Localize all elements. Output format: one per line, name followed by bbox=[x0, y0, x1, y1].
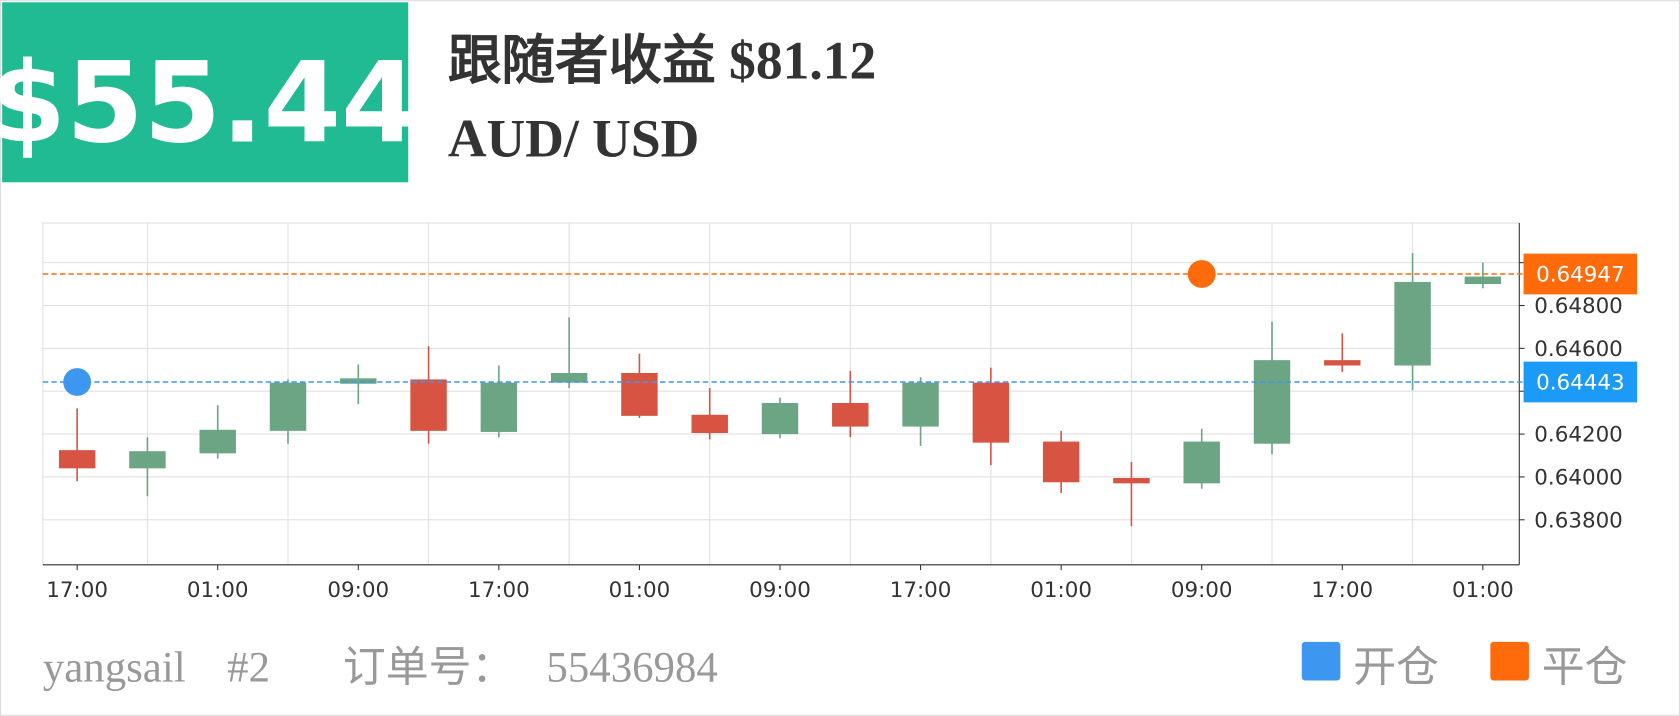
y-tick-label: 0.64200 bbox=[1534, 423, 1623, 448]
candle-body bbox=[1324, 360, 1361, 366]
x-tick-label: 01:00 bbox=[609, 578, 671, 603]
symbol: AUD/ USD bbox=[448, 109, 699, 169]
trade-marker bbox=[1187, 260, 1216, 288]
x-tick-label: 01:00 bbox=[1452, 578, 1514, 603]
candle-body bbox=[129, 451, 166, 469]
candle-body bbox=[1042, 441, 1080, 483]
level-label: 0.64443 bbox=[1536, 371, 1625, 396]
candle-body bbox=[621, 373, 658, 416]
candle-body bbox=[1394, 281, 1431, 366]
candle-body bbox=[972, 382, 1010, 443]
username: yangsail bbox=[43, 645, 186, 692]
x-tick-label: 17:00 bbox=[46, 578, 108, 603]
y-tick-label: 0.64000 bbox=[1534, 465, 1623, 490]
level-label-box bbox=[1523, 361, 1638, 403]
candle-body bbox=[1253, 360, 1291, 444]
level-label: 0.64947 bbox=[1536, 263, 1625, 288]
x-tick-label: 17:00 bbox=[1311, 578, 1373, 603]
candle-body bbox=[832, 403, 869, 427]
trade-marker bbox=[63, 368, 92, 396]
x-tick-label: 01:00 bbox=[1030, 578, 1092, 603]
candle-body bbox=[902, 382, 939, 427]
legend-swatch bbox=[1490, 641, 1529, 681]
x-tick-label: 09:00 bbox=[749, 578, 811, 603]
candle-body bbox=[1464, 276, 1502, 285]
y-tick-label: 0.63800 bbox=[1534, 508, 1623, 533]
x-tick-label: 09:00 bbox=[1171, 578, 1233, 603]
candle-body bbox=[1183, 441, 1220, 484]
legend-swatch bbox=[1301, 641, 1341, 681]
candle-body bbox=[199, 429, 236, 454]
candle-body bbox=[269, 382, 307, 431]
x-tick-label: 17:00 bbox=[468, 578, 530, 603]
x-tick-label: 01:00 bbox=[187, 578, 249, 603]
candle-body bbox=[761, 403, 799, 435]
level-label-box bbox=[1523, 253, 1638, 295]
profit: $55.44 bbox=[0, 40, 419, 169]
profit-box bbox=[2, 2, 409, 183]
candle-body bbox=[410, 379, 447, 431]
candle-body bbox=[340, 378, 377, 384]
follower-profit: 跟随者收益 $81.12 bbox=[448, 30, 877, 90]
legend-label: 平仓 bbox=[1542, 645, 1628, 692]
x-tick-label: 09:00 bbox=[327, 578, 389, 603]
order-label: 订单号： bbox=[343, 645, 514, 692]
legend-label: 开仓 bbox=[1353, 645, 1439, 692]
y-tick-label: 0.64800 bbox=[1534, 294, 1623, 319]
candle-body bbox=[58, 450, 96, 469]
candle-body bbox=[1113, 478, 1150, 484]
candle-body bbox=[480, 382, 518, 432]
order-id: 55436984 bbox=[546, 645, 717, 692]
y-tick-label: 0.64600 bbox=[1534, 337, 1623, 362]
x-tick-label: 17:00 bbox=[890, 578, 952, 603]
candle-body bbox=[550, 373, 588, 383]
account-number: #2 bbox=[227, 645, 270, 692]
candle-body bbox=[691, 414, 728, 433]
